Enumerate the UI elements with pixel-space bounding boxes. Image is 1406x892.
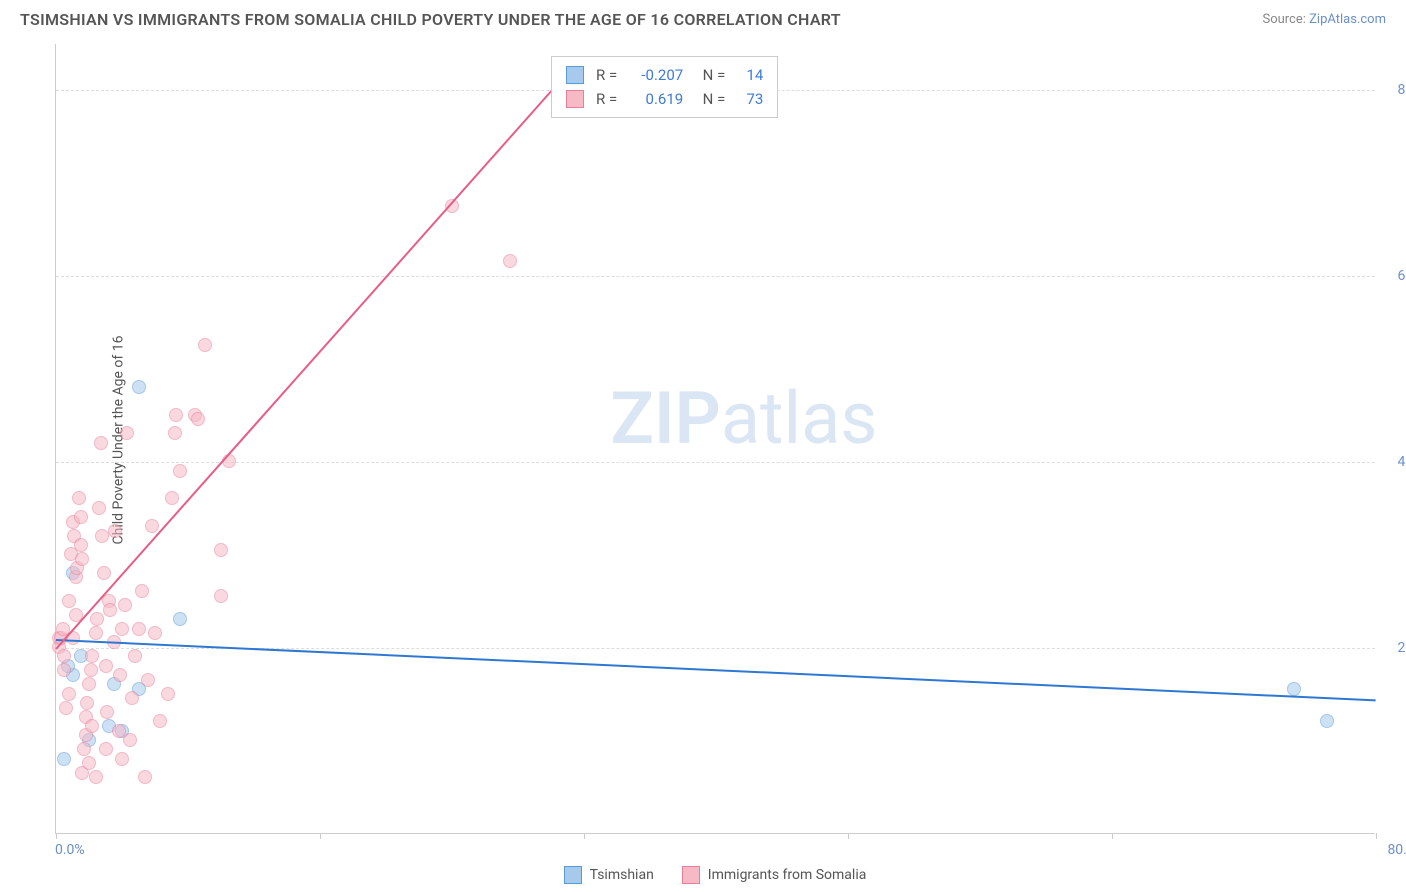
data-point bbox=[503, 254, 517, 268]
gridline bbox=[56, 276, 1375, 277]
x-tick bbox=[584, 833, 585, 839]
y-tick-label: 80.0% bbox=[1380, 82, 1406, 98]
data-point bbox=[198, 338, 212, 352]
stats-row: R = 0.619 N = 73 bbox=[566, 87, 763, 111]
data-point bbox=[57, 649, 71, 663]
data-point bbox=[125, 691, 139, 705]
source-label: Source: ZipAtlas.com bbox=[1262, 12, 1386, 27]
data-point bbox=[108, 524, 122, 538]
y-tick-label: 60.0% bbox=[1380, 268, 1406, 284]
trendline bbox=[55, 72, 568, 650]
data-point bbox=[132, 380, 146, 394]
data-point bbox=[89, 626, 103, 640]
data-point bbox=[1320, 714, 1334, 728]
data-point bbox=[113, 668, 127, 682]
data-point bbox=[80, 696, 94, 710]
data-point bbox=[169, 408, 183, 422]
x-tick bbox=[1376, 833, 1377, 839]
data-point bbox=[165, 491, 179, 505]
data-point bbox=[118, 598, 132, 612]
stats-swatch bbox=[566, 90, 584, 108]
data-point bbox=[103, 603, 117, 617]
data-point bbox=[89, 770, 103, 784]
stats-r-label: R = bbox=[596, 63, 617, 87]
data-point bbox=[214, 543, 228, 557]
data-point bbox=[1287, 682, 1301, 696]
source-link[interactable]: ZipAtlas.com bbox=[1309, 12, 1386, 27]
data-point bbox=[94, 436, 108, 450]
data-point bbox=[123, 733, 137, 747]
data-point bbox=[153, 714, 167, 728]
chart-header: TSIMSHIAN VS IMMIGRANTS FROM SOMALIA CHI… bbox=[0, 0, 1406, 35]
data-point bbox=[115, 622, 129, 636]
data-point bbox=[74, 510, 88, 524]
data-point bbox=[97, 566, 111, 580]
data-point bbox=[95, 529, 109, 543]
y-tick-label: 20.0% bbox=[1380, 640, 1406, 656]
stats-row: R = -0.207 N = 14 bbox=[566, 63, 763, 87]
data-point bbox=[135, 584, 149, 598]
data-point bbox=[99, 742, 113, 756]
data-point bbox=[138, 770, 152, 784]
data-point bbox=[59, 701, 73, 715]
scatter-chart: 20.0%40.0%60.0%80.0%ZIPatlasR = -0.207 N… bbox=[55, 44, 1375, 834]
legend-item: Tsimshian bbox=[564, 866, 654, 884]
data-point bbox=[168, 426, 182, 440]
data-point bbox=[161, 687, 175, 701]
data-point bbox=[82, 677, 96, 691]
data-point bbox=[77, 742, 91, 756]
watermark: ZIPatlas bbox=[610, 376, 877, 461]
x-axis-min-label: 0.0% bbox=[55, 842, 85, 858]
data-point bbox=[84, 663, 98, 677]
stats-n-value: 14 bbox=[737, 63, 763, 87]
stats-n-label: N = bbox=[695, 87, 725, 111]
data-point bbox=[74, 538, 88, 552]
x-tick bbox=[1112, 833, 1113, 839]
data-point bbox=[62, 594, 76, 608]
data-point bbox=[120, 426, 134, 440]
legend-swatch bbox=[564, 866, 582, 884]
data-point bbox=[128, 649, 142, 663]
x-tick bbox=[848, 833, 849, 839]
data-point bbox=[100, 705, 114, 719]
stats-n-value: 73 bbox=[737, 87, 763, 111]
stats-n-label: N = bbox=[695, 63, 725, 87]
data-point bbox=[141, 673, 155, 687]
data-point bbox=[90, 612, 104, 626]
data-point bbox=[132, 622, 146, 636]
data-point bbox=[57, 752, 71, 766]
legend-swatch bbox=[682, 866, 700, 884]
stats-r-value: 0.619 bbox=[629, 87, 683, 111]
stats-r-value: -0.207 bbox=[629, 63, 683, 87]
data-point bbox=[85, 719, 99, 733]
x-tick bbox=[320, 833, 321, 839]
y-tick-label: 40.0% bbox=[1380, 454, 1406, 470]
data-point bbox=[191, 412, 205, 426]
data-point bbox=[57, 663, 71, 677]
gridline bbox=[56, 462, 1375, 463]
data-point bbox=[75, 552, 89, 566]
correlation-stats-box: R = -0.207 N = 14R = 0.619 N = 73 bbox=[551, 56, 778, 118]
data-point bbox=[62, 687, 76, 701]
x-axis-max-label: 80.0% bbox=[1387, 842, 1406, 858]
data-point bbox=[92, 501, 106, 515]
data-point bbox=[214, 589, 228, 603]
data-point bbox=[115, 752, 129, 766]
chart-legend: Tsimshian Immigrants from Somalia bbox=[55, 866, 1375, 884]
data-point bbox=[173, 612, 187, 626]
legend-label: Tsimshian bbox=[590, 867, 654, 883]
data-point bbox=[99, 659, 113, 673]
data-point bbox=[148, 626, 162, 640]
chart-title: TSIMSHIAN VS IMMIGRANTS FROM SOMALIA CHI… bbox=[20, 10, 841, 29]
data-point bbox=[85, 649, 99, 663]
stats-r-label: R = bbox=[596, 87, 617, 111]
data-point bbox=[72, 491, 86, 505]
data-point bbox=[145, 519, 159, 533]
legend-label: Immigrants from Somalia bbox=[708, 867, 867, 883]
data-point bbox=[173, 464, 187, 478]
x-tick bbox=[56, 833, 57, 839]
data-point bbox=[82, 756, 96, 770]
legend-item: Immigrants from Somalia bbox=[682, 866, 867, 884]
stats-swatch bbox=[566, 66, 584, 84]
